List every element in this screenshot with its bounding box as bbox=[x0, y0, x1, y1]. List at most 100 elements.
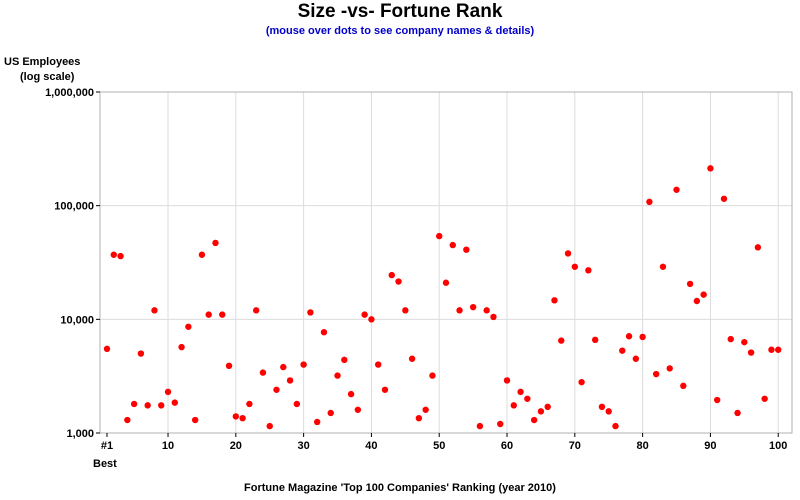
data-point[interactable] bbox=[178, 343, 185, 351]
data-point[interactable] bbox=[246, 400, 253, 408]
data-point[interactable] bbox=[686, 280, 694, 288]
data-point[interactable] bbox=[313, 418, 321, 426]
data-point[interactable] bbox=[720, 195, 728, 202]
data-point[interactable] bbox=[273, 386, 280, 393]
data-point[interactable] bbox=[212, 239, 219, 247]
data-point[interactable] bbox=[714, 396, 721, 404]
data-point[interactable] bbox=[293, 400, 301, 408]
data-point[interactable] bbox=[476, 422, 484, 430]
data-point[interactable] bbox=[558, 337, 565, 344]
data-point[interactable] bbox=[130, 400, 138, 408]
data-point[interactable] bbox=[483, 307, 490, 314]
data-point[interactable] bbox=[158, 402, 165, 409]
data-point[interactable] bbox=[368, 316, 375, 323]
data-point[interactable] bbox=[375, 361, 382, 368]
data-point[interactable] bbox=[537, 408, 545, 415]
data-point[interactable] bbox=[361, 311, 368, 318]
data-point[interactable] bbox=[680, 382, 687, 390]
data-point[interactable] bbox=[239, 414, 246, 422]
data-point[interactable] bbox=[144, 402, 151, 409]
data-point[interactable] bbox=[137, 350, 145, 357]
data-point[interactable] bbox=[530, 416, 538, 424]
data-points[interactable] bbox=[103, 165, 782, 430]
data-point[interactable] bbox=[185, 323, 192, 330]
data-point[interactable] bbox=[639, 333, 646, 341]
data-point[interactable] bbox=[463, 246, 470, 253]
data-point[interactable] bbox=[693, 297, 701, 305]
data-point[interactable] bbox=[456, 307, 463, 314]
data-point[interactable] bbox=[652, 370, 660, 378]
data-point[interactable] bbox=[591, 336, 599, 344]
data-point[interactable] bbox=[578, 378, 585, 386]
data-point[interactable] bbox=[334, 372, 341, 379]
data-point[interactable] bbox=[497, 420, 504, 428]
data-point[interactable] bbox=[761, 395, 768, 402]
data-point[interactable] bbox=[171, 399, 178, 406]
data-point[interactable] bbox=[354, 406, 362, 413]
data-point[interactable] bbox=[402, 307, 409, 314]
data-point[interactable] bbox=[734, 409, 741, 417]
data-point[interactable] bbox=[151, 307, 158, 314]
data-point[interactable] bbox=[198, 251, 206, 258]
data-point[interactable] bbox=[605, 408, 612, 415]
data-point[interactable] bbox=[666, 365, 673, 372]
data-point[interactable] bbox=[110, 251, 117, 258]
data-point[interactable] bbox=[300, 361, 307, 368]
data-point[interactable] bbox=[436, 232, 443, 240]
data-point[interactable] bbox=[117, 252, 124, 260]
data-point[interactable] bbox=[266, 422, 273, 430]
data-point[interactable] bbox=[347, 390, 355, 398]
data-point[interactable] bbox=[775, 346, 782, 353]
data-point[interactable] bbox=[225, 362, 233, 370]
data-point[interactable] bbox=[191, 416, 199, 424]
data-point[interactable] bbox=[341, 356, 348, 364]
data-point[interactable] bbox=[707, 165, 714, 172]
data-point[interactable] bbox=[700, 291, 707, 298]
data-point[interactable] bbox=[232, 413, 240, 420]
data-point[interactable] bbox=[388, 271, 395, 279]
data-point[interactable] bbox=[517, 388, 524, 396]
data-point[interactable] bbox=[727, 335, 734, 343]
data-point[interactable] bbox=[422, 406, 429, 413]
data-point[interactable] bbox=[747, 349, 755, 356]
data-point[interactable] bbox=[551, 297, 558, 304]
data-point[interactable] bbox=[646, 198, 653, 206]
data-point[interactable] bbox=[381, 386, 389, 393]
data-point[interactable] bbox=[442, 279, 450, 286]
data-point[interactable] bbox=[673, 186, 680, 193]
data-point[interactable] bbox=[252, 307, 260, 314]
data-point[interactable] bbox=[585, 267, 592, 274]
data-point[interactable] bbox=[510, 402, 517, 409]
data-point[interactable] bbox=[659, 263, 667, 270]
data-point[interactable] bbox=[280, 363, 287, 371]
data-point[interactable] bbox=[307, 309, 314, 316]
data-point[interactable] bbox=[524, 395, 531, 402]
data-point[interactable] bbox=[259, 369, 267, 376]
data-point[interactable] bbox=[469, 303, 477, 311]
data-point[interactable] bbox=[408, 355, 416, 362]
data-point[interactable] bbox=[205, 311, 212, 318]
data-point[interactable] bbox=[490, 313, 497, 321]
data-point[interactable] bbox=[286, 377, 294, 384]
data-point[interactable] bbox=[768, 346, 775, 353]
data-point[interactable] bbox=[429, 372, 436, 379]
data-point[interactable] bbox=[449, 241, 456, 249]
data-point[interactable] bbox=[598, 403, 606, 411]
data-point[interactable] bbox=[395, 278, 402, 285]
data-point[interactable] bbox=[632, 355, 640, 362]
data-point[interactable] bbox=[219, 311, 226, 318]
data-point[interactable] bbox=[124, 416, 131, 424]
data-point[interactable] bbox=[103, 345, 111, 353]
data-point[interactable] bbox=[612, 422, 619, 430]
data-point[interactable] bbox=[415, 414, 423, 422]
data-point[interactable] bbox=[327, 409, 334, 417]
data-point[interactable] bbox=[625, 333, 633, 340]
data-point[interactable] bbox=[320, 329, 328, 336]
data-point[interactable] bbox=[754, 244, 762, 251]
data-point[interactable] bbox=[564, 250, 572, 257]
data-point[interactable] bbox=[741, 338, 748, 346]
data-point[interactable] bbox=[619, 347, 626, 354]
data-point[interactable] bbox=[503, 377, 511, 384]
data-point[interactable] bbox=[164, 388, 172, 396]
data-point[interactable] bbox=[544, 403, 551, 411]
